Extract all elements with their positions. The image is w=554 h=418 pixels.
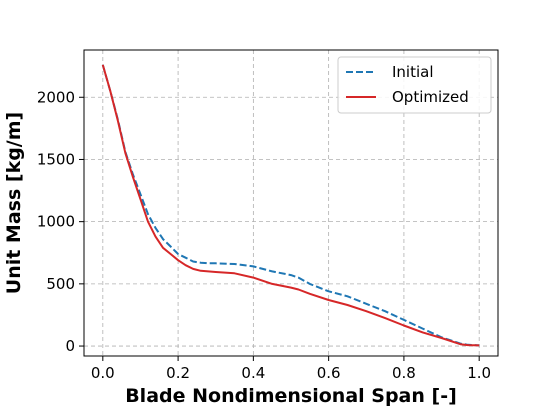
x-tick-label: 1.0 — [467, 364, 491, 382]
x-tick-label: 0.4 — [241, 364, 265, 382]
axis-ticks: 0.0 0.2 0.4 0.6 0.8 1.0 0 500 1000 1500 2000 — [37, 88, 491, 382]
y-tick-label: 1500 — [37, 150, 75, 168]
legend: Initial Optimized — [337, 56, 492, 114]
legend-label-initial: Initial — [392, 63, 434, 81]
x-tick-label: 0.0 — [91, 364, 115, 382]
x-tick-label: 0.2 — [166, 364, 190, 382]
series-line-optimized — [101, 64, 480, 347]
series-lines — [101, 64, 480, 347]
x-axis-label: Blade Nondimensional Span [-] — [125, 385, 457, 407]
x-tick-label: 0.8 — [392, 364, 416, 382]
legend-box — [337, 56, 492, 114]
y-tick-label: 500 — [46, 275, 75, 293]
y-axis-label: Unit Mass [kg/m] — [3, 112, 25, 294]
y-tick-label: 1000 — [37, 213, 75, 231]
plot-frame — [83, 49, 499, 357]
y-tick-label: 0 — [65, 337, 75, 355]
legend-label-optimized: Optimized — [392, 88, 469, 106]
series-line-initial — [101, 64, 480, 347]
y-tick-label: 2000 — [37, 88, 75, 106]
x-tick-label: 0.6 — [317, 364, 341, 382]
